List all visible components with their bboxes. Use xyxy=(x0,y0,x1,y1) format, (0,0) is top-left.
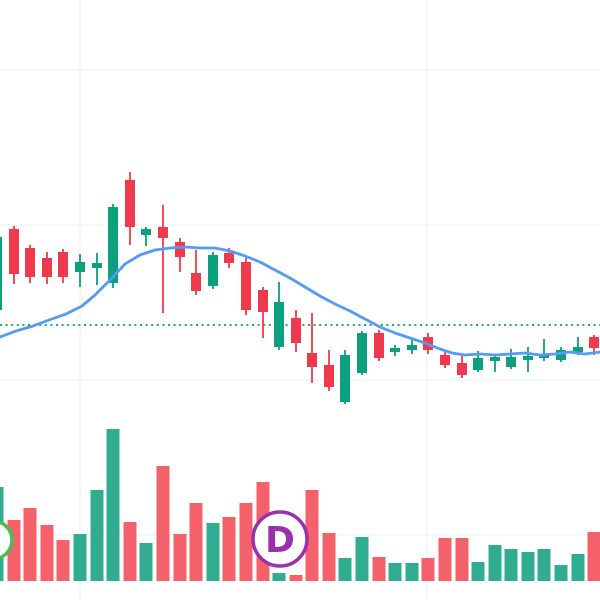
volume-bar xyxy=(537,549,551,581)
candlestick-body xyxy=(589,337,599,348)
candlestick-body xyxy=(473,358,483,370)
candlestick-body xyxy=(274,302,284,347)
volume-bar xyxy=(123,522,137,581)
volume-bar xyxy=(471,562,485,581)
volume-bar xyxy=(521,552,535,581)
candlestick-body xyxy=(340,355,350,402)
candlestick-body xyxy=(374,333,384,358)
candlestick-body xyxy=(25,248,35,277)
volume-bar xyxy=(139,543,153,581)
dividend-marker-label: D xyxy=(265,520,295,561)
volume-bar xyxy=(206,523,220,581)
volume-bar xyxy=(173,534,187,581)
dividend-marker-circle[interactable] xyxy=(251,510,309,568)
candlestick-body xyxy=(9,229,19,274)
volume-bar xyxy=(40,525,54,581)
candlestick-body xyxy=(457,363,467,375)
volume-bar xyxy=(222,517,236,581)
volume-bar xyxy=(488,545,502,581)
volume-bar xyxy=(289,575,303,581)
candlestick-body xyxy=(291,318,301,343)
candlestick-body xyxy=(158,227,168,238)
volume-bar xyxy=(372,557,386,581)
candlestick-body xyxy=(258,290,268,312)
candlestick-body xyxy=(0,237,2,310)
candlestick-body xyxy=(191,273,201,291)
volume-bar xyxy=(421,558,435,581)
volume-bar xyxy=(322,533,336,581)
candlestick-body xyxy=(175,242,185,257)
candlestick-body xyxy=(523,356,533,360)
candlestick-body xyxy=(141,229,151,235)
candlestick-body xyxy=(573,347,583,352)
volume-bar xyxy=(189,503,203,581)
volume-bar xyxy=(355,537,369,581)
candlestick-body xyxy=(125,180,135,227)
volume-bar xyxy=(23,508,37,581)
volume-bar xyxy=(388,563,402,581)
volume-bar xyxy=(504,549,518,581)
volume-bar xyxy=(455,538,469,581)
candlestick-body xyxy=(108,207,118,283)
volume-bar xyxy=(272,573,286,581)
candlestick-body xyxy=(241,262,251,310)
candlestick-body xyxy=(58,252,68,277)
volume-bar xyxy=(56,540,70,581)
candlestick-body xyxy=(224,253,234,263)
event-marker-circle[interactable] xyxy=(0,520,14,560)
volume-bar xyxy=(405,563,419,581)
volume-bar xyxy=(305,490,319,581)
volume-bar xyxy=(338,558,352,581)
volume-bar xyxy=(73,534,87,581)
volume-bar xyxy=(156,466,170,581)
volume-bar xyxy=(106,429,120,581)
candlestick-body xyxy=(556,350,566,360)
candlestick-body xyxy=(407,345,417,350)
volume-bar xyxy=(571,554,585,581)
candlestick-body xyxy=(92,263,102,268)
moving-average-line xyxy=(0,245,600,357)
candlestick-body xyxy=(75,262,85,272)
candlestick-body xyxy=(324,365,334,387)
candlestick-body xyxy=(357,333,367,373)
candlestick-body xyxy=(490,357,500,361)
volume-bar xyxy=(554,565,568,581)
volume-bar xyxy=(239,503,253,581)
volume-bar xyxy=(438,538,452,581)
candlestick-body xyxy=(307,353,317,367)
candlestick-body xyxy=(440,355,450,365)
candlestick-body xyxy=(506,357,516,367)
candlestick-body xyxy=(390,348,400,352)
candlestick-body xyxy=(42,258,52,277)
volume-bar xyxy=(587,532,600,581)
volume-bar xyxy=(90,490,104,581)
candlestick-body xyxy=(208,255,218,286)
